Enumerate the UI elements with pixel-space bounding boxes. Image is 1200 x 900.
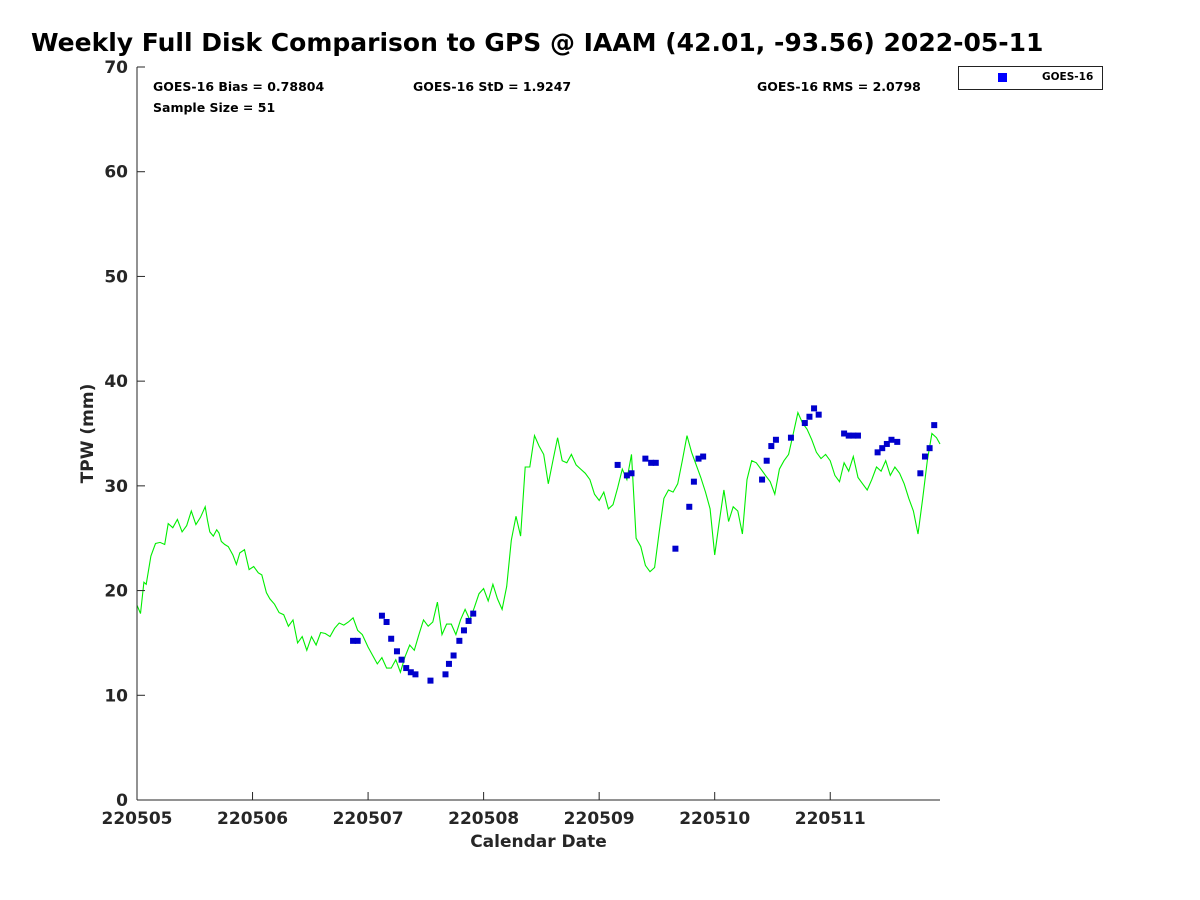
goes16-point — [456, 637, 463, 644]
goes16-point — [445, 660, 452, 667]
goes16-point — [690, 478, 697, 485]
y-tick-label: 30 — [104, 477, 128, 497]
goes16-point — [854, 432, 861, 439]
goes16-point — [470, 610, 477, 617]
goes16-point — [465, 617, 472, 624]
x-tick-label: 220507 — [333, 809, 404, 829]
goes16-point — [398, 656, 405, 663]
goes16-point — [412, 671, 419, 678]
goes16-point — [642, 455, 649, 462]
goes16-point — [450, 652, 457, 659]
goes16-point — [759, 476, 766, 483]
data-layer — [136, 405, 941, 684]
legend: GOES-16 — [958, 66, 1103, 90]
gps-tpw-line — [136, 410, 941, 674]
goes16-point — [354, 637, 361, 644]
goes16-point — [695, 455, 702, 462]
y-tick-label: 40 — [104, 372, 128, 392]
goes16-point — [614, 461, 621, 468]
goes16-point — [383, 618, 390, 625]
legend-label-goes16: GOES-16 — [1042, 71, 1094, 83]
goes16-point — [926, 445, 933, 452]
goes16-point — [874, 449, 881, 456]
goes16-point — [931, 422, 938, 429]
goes16-point — [772, 436, 779, 443]
goes16-point — [350, 637, 357, 644]
y-tick-label: 0 — [116, 791, 128, 811]
y-tick-label: 20 — [104, 582, 128, 602]
y-tick-label: 10 — [104, 686, 128, 706]
goes16-point — [378, 612, 385, 619]
goes16-point — [763, 457, 770, 464]
goes16-point — [393, 648, 400, 655]
goes16-point — [403, 665, 410, 672]
std-stat: GOES-16 StD = 1.9247 — [413, 79, 572, 94]
x-tick-label: 220511 — [795, 809, 866, 829]
sample-size-stat: Sample Size = 51 — [153, 100, 276, 115]
x-tick-label: 220509 — [564, 809, 635, 829]
goes16-point — [768, 443, 775, 450]
goes16-point — [841, 430, 848, 437]
goes16-point — [652, 459, 659, 466]
goes16-point — [845, 432, 852, 439]
goes16-point — [700, 453, 707, 460]
goes16-point — [888, 436, 895, 443]
goes16-point — [628, 470, 635, 477]
goes16-point — [806, 413, 813, 420]
chart-title: Weekly Full Disk Comparison to GPS @ IAA… — [31, 28, 1044, 57]
goes16-point — [850, 432, 857, 439]
legend-marker-goes16 — [998, 73, 1007, 82]
y-tick-label: 70 — [104, 58, 128, 78]
goes16-point — [921, 453, 928, 460]
x-tick-label: 220505 — [102, 809, 173, 829]
goes16-point — [623, 472, 630, 479]
goes16-point — [648, 459, 655, 466]
goes16-point — [883, 440, 890, 447]
y-axis-label: TPW (mm) — [78, 384, 98, 484]
x-tick-label: 220506 — [217, 809, 288, 829]
goes16-point — [811, 405, 818, 412]
goes16-point — [815, 411, 822, 418]
goes16-point — [460, 627, 467, 634]
y-tick-label: 60 — [104, 163, 128, 183]
goes16-point — [672, 545, 679, 552]
goes16-point — [917, 470, 924, 477]
bias-stat: GOES-16 Bias = 0.78804 — [153, 79, 325, 94]
goes16-point — [894, 438, 901, 445]
x-tick-label: 220508 — [448, 809, 519, 829]
axes: 0 10 20 30 40 50 60 70 220505 220506 220507 220508 2… — [102, 58, 940, 829]
x-tick-label: 220510 — [679, 809, 750, 829]
goes16-point — [686, 503, 693, 510]
goes16-point — [801, 420, 808, 427]
goes16-point — [388, 635, 395, 642]
goes16-point — [407, 669, 414, 676]
goes16-point — [442, 671, 449, 678]
x-axis-label: Calendar Date — [470, 832, 607, 852]
rms-stat: GOES-16 RMS = 2.0798 — [757, 79, 921, 94]
goes16-point — [879, 445, 886, 452]
y-tick-label: 50 — [104, 267, 128, 287]
goes16-point — [427, 677, 434, 684]
goes16-point — [787, 434, 794, 441]
